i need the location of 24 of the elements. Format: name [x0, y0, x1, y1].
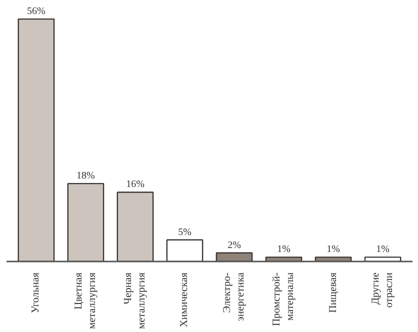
x-tick-label: Пищевая	[328, 272, 339, 313]
data-label: 56%	[27, 6, 46, 18]
bar	[18, 18, 55, 262]
bar	[314, 256, 352, 262]
x-tick-label: Цветная металлургия	[74, 272, 98, 330]
x-tick-label: Промстрой- материалы	[272, 272, 296, 326]
x-tick-label: Угольная	[30, 272, 42, 314]
x-tick-label: Другие отрасли	[370, 272, 395, 308]
bar	[216, 252, 253, 262]
bar	[67, 182, 104, 262]
data-label: 1%	[376, 244, 390, 256]
data-label: 2%	[228, 240, 241, 251]
data-label: 1%	[277, 244, 290, 256]
bar	[166, 239, 204, 262]
x-tick-label: Электро- энергетика	[222, 272, 246, 322]
data-label: 5%	[178, 226, 192, 238]
x-tick-label: Черная металлургия	[123, 272, 148, 330]
bar	[265, 256, 302, 262]
data-label: 16%	[126, 179, 144, 190]
data-label: 18%	[76, 170, 95, 182]
bar	[364, 256, 402, 262]
x-tick-label: Химическая	[179, 272, 190, 328]
bar	[116, 192, 154, 262]
data-label: 1%	[326, 244, 340, 256]
